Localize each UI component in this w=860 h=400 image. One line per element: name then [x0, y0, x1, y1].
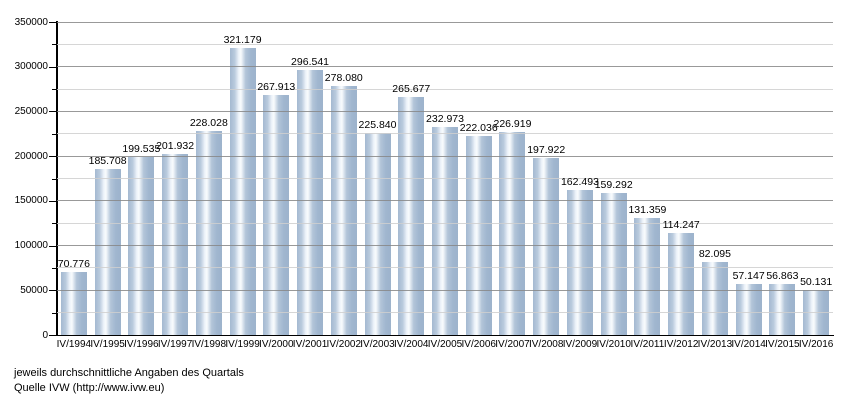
- x-axis-tick-label: IV/1997: [157, 339, 193, 350]
- x-axis-tick-label: IV/2012: [663, 339, 699, 350]
- bar-IV/2009: [566, 189, 593, 335]
- bar-value-label: 265.677: [392, 83, 431, 96]
- bar-value-label: 185.708: [88, 154, 127, 167]
- plot-area: [57, 22, 833, 335]
- bar-IV/2010: [600, 192, 627, 335]
- bar-value-label: 56.863: [766, 270, 799, 283]
- x-axis-tick-label: IV/2011: [630, 339, 665, 350]
- y-axis-tick: [52, 223, 57, 225]
- x-axis-tick-label: IV/1994: [56, 339, 92, 350]
- bar-value-label: 197.922: [527, 144, 566, 156]
- y-axis-tick: [49, 156, 57, 158]
- bar-IV/2011: [634, 217, 661, 335]
- y-axis-tick: [52, 89, 57, 91]
- y-axis-tick-label: 100000: [14, 240, 48, 252]
- bar-value-label: 321.179: [223, 33, 262, 46]
- x-axis-tick-label: IV/2015: [765, 339, 800, 350]
- bar-value-label: 278.080: [324, 72, 363, 85]
- bar-value-label: 199.535: [122, 142, 161, 155]
- bar-value-label: 50.131: [800, 276, 833, 289]
- y-axis-tick: [49, 335, 57, 336]
- bar-value-label: 82.095: [698, 247, 731, 260]
- y-axis-tick: [49, 66, 57, 68]
- x-axis-tick-label: IV/2006: [461, 339, 496, 350]
- x-axis-tick-label: IV/1999: [225, 339, 260, 350]
- bar-IV/2013: [701, 261, 728, 335]
- bar-value-label: 114.247: [662, 218, 700, 231]
- x-axis-tick-label: IV/1995: [90, 339, 125, 350]
- y-axis-tick-label: 0: [42, 329, 48, 341]
- bar-IV/2004: [398, 97, 425, 335]
- y-axis-tick: [49, 245, 57, 247]
- bar-value-label: 222.036: [459, 122, 498, 135]
- bar-IV/2002: [330, 86, 357, 335]
- bar-IV/2014: [735, 283, 762, 335]
- bar-IV/2000: [263, 95, 290, 335]
- bar-IV/2016: [803, 290, 830, 335]
- chart-footer: jeweils durchschnittliche Angaben des Qu…: [14, 366, 244, 396]
- y-axis-tick-label: 300000: [14, 61, 48, 73]
- bar-IV/2012: [668, 232, 695, 335]
- y-axis-tick: [52, 312, 57, 314]
- bar-IV/2015: [769, 284, 796, 335]
- y-axis-tick-label: 250000: [14, 105, 48, 117]
- bar-IV/2001: [297, 69, 324, 335]
- x-axis-line: [56, 335, 834, 336]
- y-axis-tick: [49, 200, 57, 202]
- x-axis-tick-label: IV/1998: [191, 339, 227, 350]
- x-axis-tick-label: IV/2009: [562, 339, 598, 350]
- bar-IV/2007: [499, 132, 526, 335]
- bar-IV/1997: [162, 154, 189, 335]
- x-axis-tick-label: IV/2002: [326, 339, 362, 350]
- x-axis-tick-label: IV/2013: [697, 339, 733, 350]
- x-axis-tick-label: IV/2008: [528, 339, 564, 350]
- x-axis-tick-label: IV/1996: [124, 339, 159, 350]
- y-axis-tick: [52, 44, 57, 46]
- y-axis-tick-label: 150000: [14, 195, 48, 207]
- x-axis-tick-label: IV/2003: [360, 339, 395, 350]
- bar-value-label: 226.919: [493, 118, 532, 131]
- y-axis-tick: [52, 178, 57, 180]
- y-axis-tick: [49, 290, 57, 292]
- bar-value-label: 70.776: [57, 257, 90, 270]
- x-axis-tick-label: IV/2016: [798, 339, 834, 350]
- bar-IV/1995: [94, 168, 121, 335]
- bar-IV/1994: [60, 271, 87, 335]
- bar-value-label: 159.292: [594, 178, 633, 191]
- y-axis-tick: [52, 267, 57, 269]
- footer-source: Quelle IVW (http://www.ivw.eu): [14, 382, 165, 394]
- x-axis-tick-label: IV/2010: [596, 339, 631, 350]
- bar-value-label: 225.840: [358, 119, 397, 132]
- y-axis-tick-label: 50000: [20, 284, 48, 296]
- y-axis-tick: [49, 111, 57, 113]
- bar-value-label: 296.541: [291, 55, 330, 68]
- bar-value-label: 267.913: [257, 81, 296, 94]
- bar-value-label: 232.973: [426, 112, 464, 125]
- bar-IV/2008: [533, 158, 560, 335]
- y-axis-tick: [52, 133, 57, 135]
- bar-value-label: 228.028: [189, 117, 228, 130]
- y-axis-tick-label: 200000: [14, 150, 48, 162]
- bar-IV/1998: [195, 131, 222, 335]
- bar-value-label: 131.359: [628, 203, 667, 216]
- x-axis-tick-label: IV/2001: [292, 339, 328, 350]
- bar-IV/1999: [229, 47, 256, 335]
- x-axis-tick-label: IV/2014: [731, 339, 766, 350]
- x-axis-tick-label: IV/2007: [495, 339, 530, 350]
- y-axis-tick-label: 350000: [14, 16, 48, 28]
- bar-value-label: 201.932: [156, 140, 195, 153]
- footer-note: jeweils durchschnittliche Angaben des Qu…: [14, 367, 244, 379]
- bar-IV/1996: [128, 156, 155, 335]
- x-axis-tick-label: IV/2004: [394, 339, 429, 350]
- bar-IV/2005: [432, 126, 458, 335]
- bar-value-label: 162.493: [560, 175, 599, 188]
- bar-IV/2003: [364, 133, 391, 335]
- bar-IV/2006: [465, 136, 492, 335]
- y-axis-tick: [49, 22, 57, 23]
- bar-value-label: 57.147: [732, 269, 765, 282]
- x-axis-tick-label: IV/2000: [259, 339, 294, 350]
- x-axis-tick-label: IV/2005: [427, 339, 463, 350]
